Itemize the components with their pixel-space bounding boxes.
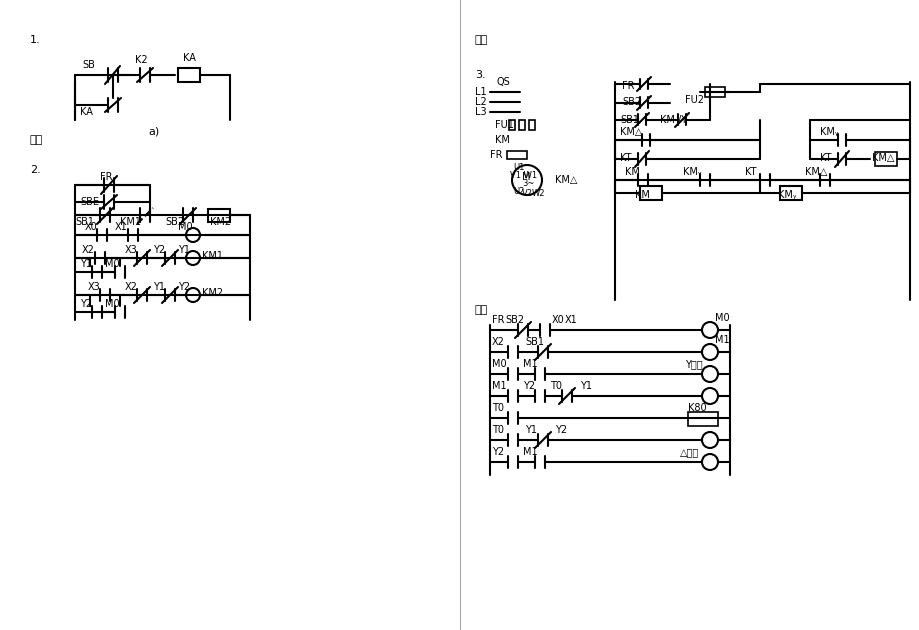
Text: SB1: SB1 — [75, 217, 94, 227]
Text: M: M — [521, 172, 530, 182]
Text: M0: M0 — [492, 359, 506, 369]
Text: Y2: Y2 — [522, 381, 535, 391]
Text: U1: U1 — [513, 164, 524, 173]
Text: SB1: SB1 — [619, 115, 639, 125]
Text: SB2: SB2 — [621, 97, 641, 107]
Text: KM /Y: KM /Y — [659, 115, 686, 125]
Text: KM: KM — [624, 167, 640, 177]
Text: Y2: Y2 — [177, 282, 190, 292]
Text: SB: SB — [82, 60, 95, 70]
Text: X0: X0 — [85, 222, 97, 232]
Bar — [640, 186, 662, 200]
Text: T0: T0 — [492, 403, 504, 413]
Text: X3: X3 — [125, 245, 138, 255]
Text: KM: KM — [494, 135, 509, 145]
Text: K80: K80 — [687, 403, 706, 413]
Text: SB2: SB2 — [505, 315, 524, 325]
Text: 答：: 答： — [474, 35, 488, 45]
Bar — [687, 412, 717, 426]
Text: FR: FR — [621, 81, 634, 91]
Text: L3: L3 — [474, 107, 486, 117]
Text: KA: KA — [183, 53, 196, 63]
Text: KMᵧ: KMᵧ — [777, 190, 796, 200]
Text: L1: L1 — [474, 87, 486, 97]
Text: Y2: Y2 — [153, 245, 165, 255]
Text: SBE: SBE — [80, 197, 99, 207]
Text: KM△: KM△ — [804, 167, 826, 177]
Bar — [874, 152, 896, 166]
Text: KT: KT — [819, 153, 831, 163]
Text: KM2: KM2 — [210, 217, 231, 227]
Bar — [208, 209, 230, 222]
Text: Y1: Y1 — [80, 259, 92, 269]
Text: T0: T0 — [492, 425, 504, 435]
Text: SB1: SB1 — [525, 337, 543, 347]
Text: Y1: Y1 — [525, 425, 537, 435]
Text: M1: M1 — [522, 359, 537, 369]
Text: V2: V2 — [521, 190, 532, 198]
Text: FR: FR — [100, 172, 112, 182]
Text: U2: U2 — [513, 188, 524, 197]
Text: L2: L2 — [474, 97, 486, 107]
Text: X2: X2 — [125, 282, 138, 292]
Text: 1.: 1. — [30, 35, 40, 45]
Text: KT: KT — [619, 153, 630, 163]
Text: M0: M0 — [714, 313, 729, 323]
Text: SB2: SB2 — [165, 217, 184, 227]
Text: 2.: 2. — [30, 165, 40, 175]
Bar — [704, 87, 724, 97]
Text: KM△: KM△ — [619, 127, 641, 137]
Text: Y1: Y1 — [579, 381, 591, 391]
Text: X3: X3 — [88, 282, 101, 292]
Text: a): a) — [148, 127, 159, 137]
Text: FU1: FU1 — [494, 120, 514, 130]
Bar — [177, 68, 199, 82]
Text: KM1: KM1 — [202, 251, 222, 261]
Text: Y2: Y2 — [80, 299, 92, 309]
Text: Y1: Y1 — [153, 282, 165, 292]
Text: 3.: 3. — [474, 70, 485, 80]
Text: QS: QS — [496, 77, 510, 87]
Text: KT: KT — [744, 167, 755, 177]
Text: △运行: △运行 — [679, 447, 698, 457]
Text: T0: T0 — [550, 381, 562, 391]
Text: KM△: KM△ — [554, 175, 577, 185]
Text: W2: W2 — [531, 190, 545, 198]
Text: 3~: 3~ — [521, 178, 534, 188]
Text: KMᵧ: KMᵧ — [682, 167, 701, 177]
Text: K2: K2 — [135, 55, 147, 65]
Text: Y启动: Y启动 — [685, 359, 702, 369]
Text: FR: FR — [492, 315, 504, 325]
Text: X1: X1 — [564, 315, 577, 325]
Bar — [508, 120, 515, 130]
Text: KM1: KM1 — [119, 217, 141, 227]
Text: FR: FR — [490, 150, 502, 160]
Bar — [518, 120, 525, 130]
Bar — [779, 186, 801, 200]
Text: M1: M1 — [492, 381, 506, 391]
Text: X0: X0 — [551, 315, 564, 325]
Text: M0: M0 — [105, 299, 119, 309]
Text: Y2: Y2 — [492, 447, 504, 457]
Text: M1: M1 — [714, 335, 729, 345]
Bar — [506, 151, 527, 159]
Text: X2: X2 — [82, 245, 95, 255]
Text: X1: X1 — [115, 222, 128, 232]
Text: X2: X2 — [492, 337, 505, 347]
Text: KM△: KM△ — [871, 153, 893, 163]
Text: 答：: 答： — [474, 305, 488, 315]
Text: KM: KM — [634, 190, 649, 200]
Text: M1: M1 — [522, 447, 537, 457]
Text: M0: M0 — [105, 259, 119, 269]
Bar — [528, 120, 535, 130]
Text: KM2: KM2 — [202, 288, 223, 298]
Text: Y1: Y1 — [177, 245, 190, 255]
Text: KMᵧ: KMᵧ — [819, 127, 837, 137]
Text: Y2: Y2 — [554, 425, 566, 435]
Text: 答：: 答： — [30, 135, 43, 145]
Text: FU2: FU2 — [685, 95, 703, 105]
Text: V1 W1: V1 W1 — [509, 171, 537, 180]
Text: KA: KA — [80, 107, 93, 117]
Text: M0: M0 — [177, 222, 192, 232]
